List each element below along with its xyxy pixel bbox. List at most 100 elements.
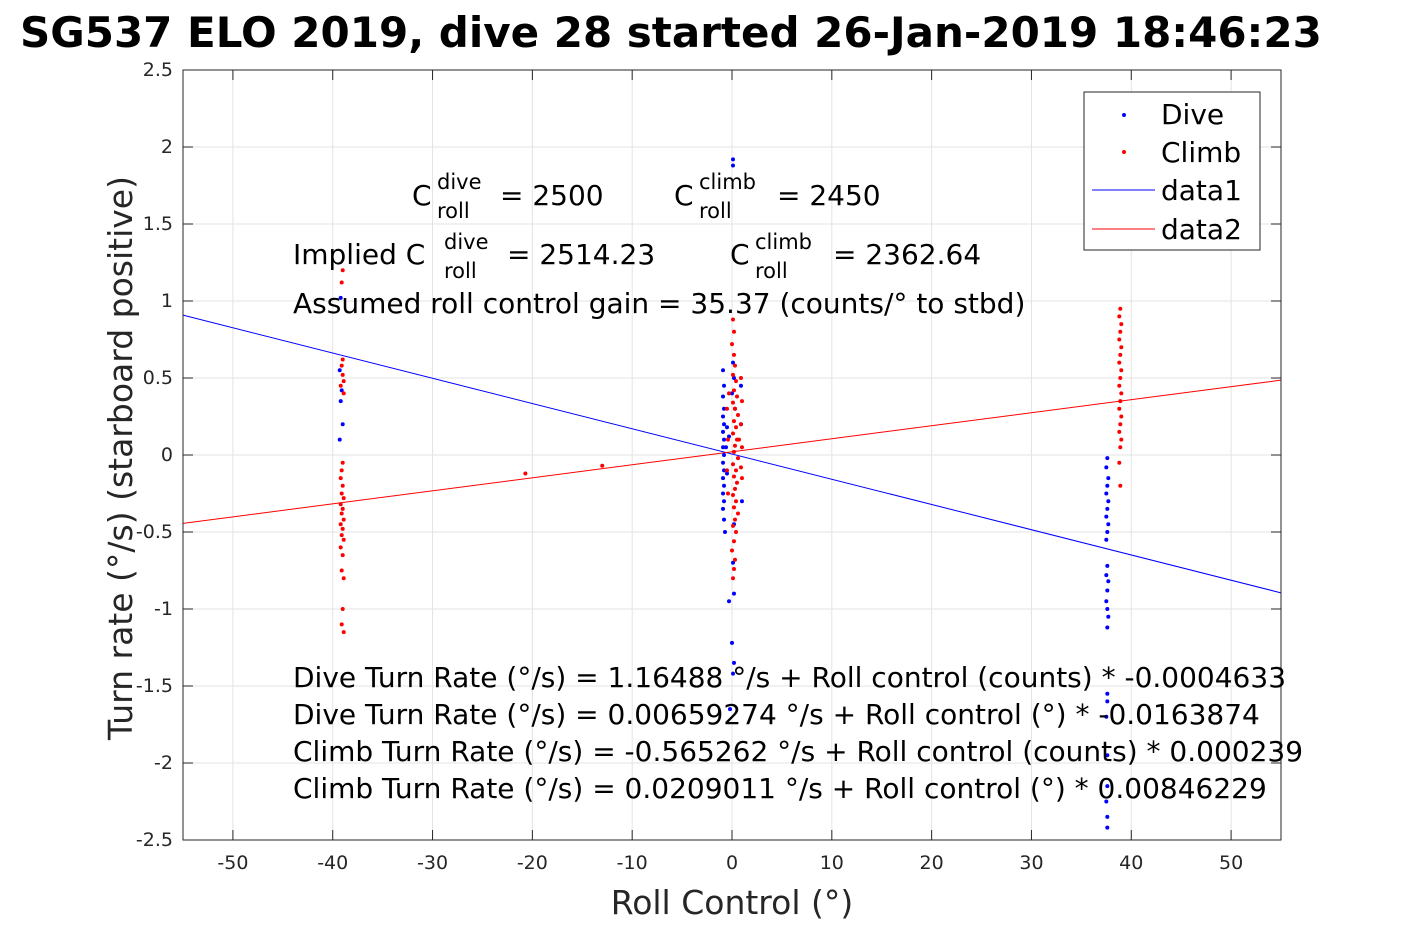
c-letter: C [730, 238, 750, 271]
climb-point [339, 568, 344, 573]
climb-point [730, 372, 735, 377]
climb-point [733, 379, 738, 384]
dive-point [739, 499, 744, 504]
climb-point [731, 419, 736, 424]
dive-point [722, 517, 727, 522]
climb-point [340, 372, 345, 377]
legend-label-data2: data2 [1161, 213, 1242, 246]
x-tick-label: 50 [1219, 852, 1243, 874]
climb-point [731, 449, 736, 454]
subscript-roll: roll [437, 199, 470, 223]
y-tick-labels: -2.5 -2 -1.5 -1 -0.5 0 0.5 1 1.5 2 2.5 [136, 59, 173, 851]
climb-point [731, 352, 736, 357]
climb-point [736, 437, 741, 442]
climb-point [1117, 429, 1122, 434]
dive-point [725, 425, 730, 430]
climb-point [341, 537, 346, 542]
x-tick-label: -30 [417, 852, 448, 874]
dive-point [722, 468, 727, 473]
legend-box [1083, 91, 1261, 251]
annotation-implied: Implied C dive roll = 2514.23 C climb ro… [293, 230, 981, 283]
climb-point [340, 506, 345, 511]
climb-point [734, 480, 739, 485]
subscript-roll: roll [699, 199, 732, 223]
climb-point [339, 491, 344, 496]
climb-point [340, 553, 345, 558]
climb-point [1119, 345, 1124, 350]
dive-point [721, 368, 726, 373]
climb-point [734, 394, 739, 399]
climb-point [739, 476, 744, 481]
legend-label-dive: Dive [1161, 98, 1224, 131]
climb-point [730, 400, 735, 405]
climb-point [732, 406, 737, 411]
y-tick-label: -1.5 [136, 675, 173, 697]
climb-point [731, 539, 736, 544]
climb-point [1118, 422, 1123, 427]
dive-point [730, 163, 735, 168]
climb-point [1117, 460, 1122, 465]
dive-point [340, 422, 345, 427]
c-letter: C [674, 179, 694, 212]
y-tick-label: -1 [154, 598, 173, 620]
dive-point [738, 383, 743, 388]
dive-point [1106, 522, 1111, 527]
climb-point [735, 456, 740, 461]
y-axis-label: Turn rate (°/s) (starboard positive) [101, 176, 140, 741]
dive-point [1105, 563, 1110, 568]
dive-point [1104, 714, 1109, 719]
climb-point [341, 496, 346, 501]
legend: Dive Climb data1 data2 [1083, 91, 1261, 251]
climb-point [730, 431, 735, 436]
dive-point [1106, 476, 1111, 481]
annotation-c-roll-dive: C dive roll = 2500 [412, 170, 604, 223]
subscript-roll: roll [755, 259, 788, 283]
dive-point [1105, 753, 1110, 758]
climb-point [738, 465, 743, 470]
dive-point [1105, 699, 1110, 704]
dive-point [722, 483, 727, 488]
y-tick-label: -2.5 [136, 829, 173, 851]
dive-point [721, 476, 726, 481]
climb-point [1117, 314, 1122, 319]
climb-point [731, 505, 736, 510]
dive-point [721, 429, 726, 434]
climb-point [730, 523, 735, 528]
y-tick-label: 0.5 [143, 367, 173, 389]
climb-point [339, 511, 344, 516]
legend-label-data1: data1 [1161, 174, 1242, 207]
climb-point [733, 499, 738, 504]
dive-point [1104, 573, 1109, 578]
climb-point [338, 502, 343, 507]
implied-climb-value: = 2362.64 [833, 238, 981, 271]
dive-point [721, 491, 726, 496]
climb-point [1118, 352, 1123, 357]
x-tick-label: 10 [820, 852, 844, 874]
dive-point [722, 406, 727, 411]
climb-point [730, 342, 734, 347]
y-tick-label: 1 [161, 290, 173, 312]
dive-point [727, 434, 732, 439]
fit-line-data1 [182, 314, 1282, 594]
climb-point [738, 376, 743, 380]
c-letter: C [412, 179, 432, 212]
climb-point [340, 607, 345, 611]
dive-point [721, 445, 726, 450]
climb-point [735, 511, 740, 516]
x-tick-label: -50 [217, 852, 248, 874]
dive-point [1104, 514, 1109, 519]
climb-point [341, 517, 346, 522]
x-tick-label: -20 [517, 852, 548, 874]
superscript-dive: dive [444, 230, 489, 254]
dive-point [725, 471, 730, 476]
dive-point [721, 414, 726, 419]
dive-point [722, 437, 727, 442]
y-tick-label: 0 [161, 444, 173, 466]
dive-point [338, 399, 343, 404]
climb-point [1119, 437, 1124, 442]
climb-point [338, 545, 343, 550]
superscript-climb: climb [699, 170, 756, 194]
climb-point [732, 517, 737, 522]
climb-point [725, 406, 730, 411]
